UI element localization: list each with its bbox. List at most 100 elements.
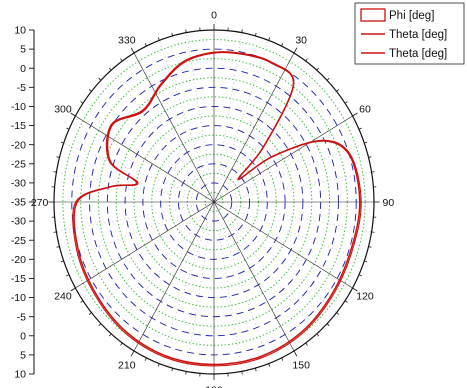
grid-spoke-minor [56, 206, 192, 233]
angle-tick-mark [344, 101, 348, 104]
angle-tick-mark [130, 47, 135, 54]
angle-tick-mark [108, 333, 112, 337]
grid-spoke [75, 115, 215, 203]
grid-spoke-minor [186, 225, 211, 372]
grid-spoke [213, 52, 295, 203]
legend: Phi [deg] Theta [deg] Theta [deg] [354, 2, 465, 65]
series-line-2 [72, 51, 362, 367]
radial-tick-label: -20 [11, 254, 26, 266]
angle-tick-mark [371, 171, 375, 173]
angle-tick-label: 0 [211, 10, 217, 22]
radial-tick-label: -25 [11, 235, 26, 247]
radial-tick-label: -20 [11, 139, 26, 151]
angle-tick-mark [120, 342, 123, 346]
grid-spoke-minor [217, 225, 242, 372]
angle-tick-mark [293, 47, 298, 54]
grid-spoke-minor [221, 40, 269, 180]
data-series [72, 51, 362, 367]
angle-tick-mark [56, 246, 60, 248]
radial-tick-label: 5 [20, 349, 26, 361]
angle-tick-mark [88, 312, 92, 315]
angle-tick-label: 60 [359, 103, 371, 115]
polar-outer-ring [48, 23, 380, 381]
angle-tick-mark [80, 300, 84, 303]
angle-tick-mark [336, 89, 340, 92]
legend-label: Theta [deg] [389, 29, 447, 41]
radial-tick-label: 0 [20, 63, 26, 75]
angle-tick-mark [268, 37, 271, 41]
angle-tick-mark [56, 156, 60, 158]
angle-tick-mark [66, 274, 70, 277]
angle-tick-mark [358, 274, 362, 277]
radial-tick-label: -15 [11, 273, 26, 285]
grid-spoke-minor [231, 91, 337, 187]
radial-tick-label: -5 [17, 82, 26, 94]
angle-tick-mark [364, 260, 368, 263]
grid-spoke-minor [159, 40, 207, 180]
angle-tick-mark [305, 58, 308, 62]
angle-tick-mark [120, 58, 123, 62]
angle-tick-mark [144, 43, 147, 47]
angle-tick-mark [130, 350, 135, 357]
radial-tick-label: -15 [11, 120, 26, 132]
angle-tick-mark [326, 323, 330, 327]
angle-tick-mark [98, 323, 102, 327]
grid-spoke-minor [221, 224, 269, 364]
angle-tick-mark [268, 363, 271, 367]
angle-tick-mark [185, 371, 187, 375]
angle-tick-mark [293, 350, 298, 357]
angle-tick-label: 300 [54, 103, 72, 115]
radial-tick-label: -25 [11, 158, 26, 170]
grid-spoke-minor [228, 70, 317, 184]
angle-tick-mark [316, 333, 320, 337]
angle-tick-mark [255, 368, 257, 372]
angle-tick-mark [281, 43, 284, 47]
angle-tick-mark [157, 363, 160, 367]
radial-tick-label: -35 [11, 197, 26, 209]
angle-tick-mark [171, 368, 173, 372]
angle-tick-label: 150 [292, 359, 310, 371]
grid-spoke-minor [234, 210, 365, 261]
radial-tick-label: -10 [11, 101, 26, 113]
angle-tick-mark [281, 357, 284, 361]
angle-tick-mark [157, 37, 160, 41]
grid-spoke-minor [159, 224, 207, 364]
angle-tick-label: 180 [205, 384, 223, 388]
angle-tick-mark [316, 67, 320, 71]
grid-spoke-minor [236, 206, 372, 233]
angle-tick-mark [241, 371, 243, 375]
angle-tick-mark [364, 141, 368, 144]
legend-label: Theta [deg] [389, 48, 447, 60]
legend-swatch-box [360, 8, 386, 22]
angle-tick-mark [326, 77, 330, 81]
angle-tick-label: 90 [383, 197, 395, 209]
angle-tick-mark [185, 29, 187, 33]
angle-tick-label: 210 [118, 359, 136, 371]
angle-tick-mark [98, 77, 102, 81]
angle-tick-labels: 0 30 60 90 120 150 180 210 240 270 300 330 [31, 10, 395, 388]
radial-tick-label: -30 [11, 177, 26, 189]
radial-tick-label: 10 [14, 369, 26, 381]
angle-tick-mark [108, 67, 112, 71]
grid-spoke-minor [236, 171, 372, 198]
angle-tick-mark [336, 312, 340, 315]
grid-spoke-minor [186, 32, 211, 179]
grid-spoke-minor [91, 217, 197, 313]
grid-spoke [213, 201, 353, 289]
angle-tick-mark [241, 29, 243, 33]
angle-tick-label: 240 [54, 291, 72, 303]
angle-tick-mark [53, 231, 57, 233]
radial-tick-label: -30 [11, 216, 26, 228]
angle-tick-mark [371, 231, 375, 233]
grid-spoke-minor [217, 32, 242, 179]
grid-spoke [133, 52, 215, 203]
polar-grid [54, 30, 374, 374]
angle-tick-mark [80, 101, 84, 104]
angle-tick-mark [144, 357, 147, 361]
angle-tick-mark [358, 127, 362, 130]
radial-tick-label: 0 [20, 330, 26, 342]
angle-tick-mark [60, 141, 64, 144]
angle-tick-mark [255, 32, 257, 36]
